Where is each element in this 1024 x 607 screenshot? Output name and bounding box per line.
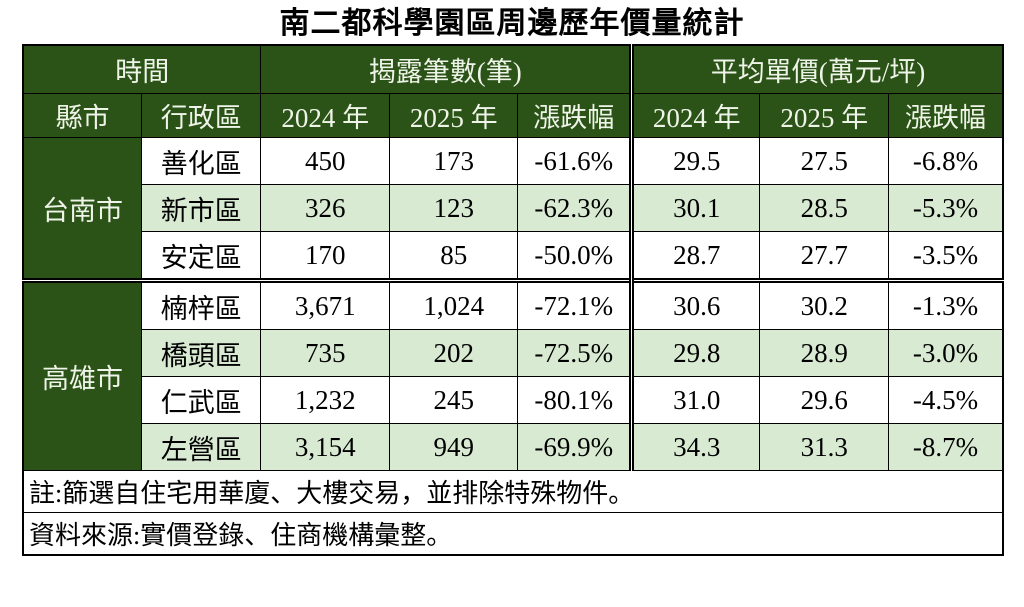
cell-district: 仁武區 [140, 376, 262, 424]
cell-deals-change: -62.3% [517, 184, 632, 232]
cell-price-2024: 29.5 [628, 137, 761, 185]
cell-price-change: -3.5% [887, 231, 1004, 281]
cell-deals-2024: 326 [260, 184, 390, 232]
cell-deals-change: -72.5% [517, 329, 632, 377]
col-header-city: 縣市 [22, 93, 142, 138]
cell-price-change: -3.0% [887, 329, 1004, 377]
cell-deals-change: -50.0% [517, 231, 632, 281]
cell-price-2024: 30.1 [628, 184, 761, 232]
cell-price-2025: 29.6 [759, 376, 889, 424]
cell-deals-2024: 735 [260, 329, 390, 377]
cell-price-change: -4.5% [887, 376, 1004, 424]
cell-price-2024: 31.0 [628, 376, 761, 424]
table-row: 左營區 3,154 949 -69.9% 34.3 31.3 -8.7% [23, 423, 1004, 471]
cell-deals-2024: 1,232 [260, 376, 390, 424]
table-header: 時間 揭露筆數(筆) 平均單價(萬元/坪) 縣市 行政區 2024 年 2025… [22, 44, 1004, 138]
note-source: 資料來源:實價登錄、住商機構彙整。 [22, 512, 1004, 556]
table-row: 台南市 善化區 450 173 -61.6% 29.5 27.5 -6.8% [22, 137, 1004, 281]
cell-price-2024: 30.6 [628, 278, 761, 330]
cell-district: 橋頭區 [140, 329, 262, 377]
column-header-row: 縣市 行政區 2024 年 2025 年 漲跌幅 2024 年 2025 年 漲… [22, 93, 1004, 138]
cell-deals-2025: 85 [388, 231, 519, 281]
cell-deals-2025: 949 [388, 423, 519, 471]
cell-deals-2025: 245 [388, 376, 519, 424]
cell-deals-2024: 3,671 [260, 278, 390, 330]
cell-price-change: -1.3% [887, 278, 1004, 330]
table-row: 新市區 326 123 -62.3% 30.1 28.5 -5.3% [23, 184, 1004, 232]
cell-price-2024: 29.8 [628, 329, 761, 377]
cell-deals-2024: 3,154 [260, 423, 390, 471]
page-title: 南二都科學園區周邊歷年價量統計 [279, 7, 745, 40]
col-header-deals-change: 漲跌幅 [517, 93, 632, 138]
table-row: 仁武區 1,232 245 -80.1% 31.0 29.6 -4.5% [23, 376, 1004, 424]
cell-price-2025: 30.2 [759, 278, 889, 330]
cell-district: 安定區 [140, 231, 262, 281]
col-header-price-2024: 2024 年 [628, 93, 761, 138]
col-header-district: 行政區 [140, 93, 262, 138]
group-header-row: 時間 揭露筆數(筆) 平均單價(萬元/坪) [22, 44, 1004, 94]
cell-deals-2025: 1,024 [388, 278, 519, 330]
table-row: 高雄市 楠梓區 3,671 1,024 -72.1% 30.6 30.2 -1.… [22, 278, 1004, 471]
cell-price-2024: 28.7 [628, 231, 761, 281]
cell-deals-change: -69.9% [517, 423, 632, 471]
cell-deals-2025: 123 [388, 184, 519, 232]
table-row: 安定區 170 85 -50.0% 28.7 27.7 -3.5% [23, 231, 1004, 281]
cell-price-2025: 27.7 [759, 231, 889, 281]
group-header-time: 時間 [22, 44, 262, 94]
note-row: 資料來源:實價登錄、住商機構彙整。 [22, 512, 1004, 556]
cell-deals-2025: 173 [388, 137, 519, 185]
city-group-kaohsiung: 高雄市 楠梓區 3,671 1,024 -72.1% 30.6 30.2 -1.… [22, 278, 1004, 471]
city-cell-kaohsiung: 高雄市 [22, 278, 142, 471]
col-header-deals-2025: 2025 年 [388, 93, 519, 138]
cell-price-change: -5.3% [887, 184, 1004, 232]
cell-deals-change: -61.6% [517, 137, 632, 185]
cell-price-2025: 27.5 [759, 137, 889, 185]
cell-price-change: -6.8% [887, 137, 1004, 185]
cell-price-2025: 28.9 [759, 329, 889, 377]
city-group-tainan: 台南市 善化區 450 173 -61.6% 29.5 27.5 -6.8% 新… [22, 137, 1004, 281]
cell-district: 左營區 [140, 423, 262, 471]
table-notes: 註:篩選自住宅用華廈、大樓交易，並排除特殊物件。 資料來源:實價登錄、住商機構彙… [22, 470, 1004, 556]
group-header-avg-price: 平均單價(萬元/坪) [628, 44, 1004, 94]
note-filter: 註:篩選自住宅用華廈、大樓交易，並排除特殊物件。 [22, 470, 1004, 513]
col-header-price-change: 漲跌幅 [887, 93, 1004, 138]
cell-price-2025: 31.3 [759, 423, 889, 471]
cell-deals-2025: 202 [388, 329, 519, 377]
city-cell-tainan: 台南市 [22, 137, 142, 281]
cell-district: 善化區 [140, 137, 262, 185]
cell-price-2025: 28.5 [759, 184, 889, 232]
stats-table: 時間 揭露筆數(筆) 平均單價(萬元/坪) 縣市 行政區 2024 年 2025… [22, 44, 1004, 556]
table-row: 橋頭區 735 202 -72.5% 29.8 28.9 -3.0% [23, 329, 1004, 377]
cell-deals-change: -72.1% [517, 278, 632, 330]
cell-price-change: -8.7% [887, 423, 1004, 471]
cell-deals-change: -80.1% [517, 376, 632, 424]
note-row: 註:篩選自住宅用華廈、大樓交易，並排除特殊物件。 [22, 470, 1004, 513]
cell-deals-2024: 170 [260, 231, 390, 281]
col-header-deals-2024: 2024 年 [260, 93, 390, 138]
cell-district: 楠梓區 [140, 278, 262, 330]
cell-price-2024: 34.3 [628, 423, 761, 471]
col-header-price-2025: 2025 年 [759, 93, 889, 138]
group-header-deal-count: 揭露筆數(筆) [260, 44, 632, 94]
cell-deals-2024: 450 [260, 137, 390, 185]
cell-district: 新市區 [140, 184, 262, 232]
